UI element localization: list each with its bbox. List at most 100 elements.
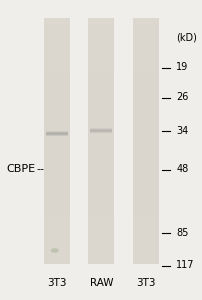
Bar [88,258,114,264]
Bar [43,43,69,49]
Bar [43,147,69,153]
Bar [88,74,114,80]
Bar [132,221,158,227]
Bar [88,239,114,245]
Bar [132,153,158,160]
Bar [132,30,158,36]
Bar [43,227,69,233]
Bar [88,116,114,122]
Bar [43,24,69,30]
Bar [88,55,114,61]
Bar [132,86,158,92]
Bar [43,104,69,110]
Bar [43,98,69,104]
Bar [43,258,69,264]
Text: --: -- [36,164,44,175]
Bar [43,160,69,166]
Bar [132,258,158,264]
Bar [88,160,114,166]
Text: (kD): (kD) [175,32,196,43]
Bar [132,190,158,196]
Bar [132,215,158,221]
Bar [132,141,158,147]
Bar [43,184,69,190]
Bar [43,245,69,252]
Bar [43,36,69,43]
Bar [88,172,114,178]
Bar [88,166,114,172]
Text: 85: 85 [175,227,188,238]
Bar [88,196,114,202]
Bar [132,110,158,116]
Bar [132,184,158,190]
Bar [132,196,158,202]
Bar [132,18,158,24]
Bar [43,202,69,209]
Bar [43,153,69,160]
Bar [43,49,69,55]
Text: 3T3: 3T3 [135,278,155,288]
Bar [88,190,114,196]
Bar [43,30,69,36]
Bar [43,61,69,67]
Bar [43,110,69,116]
Text: 117: 117 [175,260,194,271]
Bar [88,184,114,190]
Bar [43,166,69,172]
FancyBboxPatch shape [132,18,158,264]
Bar [88,147,114,153]
Bar [43,122,69,129]
Bar [132,92,158,98]
Text: 26: 26 [175,92,188,103]
Bar [88,227,114,233]
Ellipse shape [50,248,58,253]
Bar [88,110,114,116]
Text: 34: 34 [175,125,188,136]
Bar [88,30,114,36]
Bar [43,116,69,122]
Bar [43,86,69,92]
Bar [88,135,114,141]
Bar [88,43,114,49]
Bar [132,55,158,61]
Bar [132,98,158,104]
Text: RAW: RAW [89,278,113,288]
Bar [43,190,69,196]
Bar [88,129,114,135]
Bar [43,196,69,202]
Bar [132,233,158,239]
Bar [132,67,158,73]
Bar [132,49,158,55]
Bar [88,67,114,73]
Bar [132,209,158,215]
Text: 19: 19 [175,62,188,73]
Bar [88,141,114,147]
FancyBboxPatch shape [88,18,114,264]
Bar [88,245,114,252]
Bar [132,166,158,172]
Bar [43,135,69,141]
Bar [132,36,158,43]
Bar [132,202,158,209]
Bar [88,233,114,239]
Bar [43,239,69,245]
Bar [43,209,69,215]
Bar [132,172,158,178]
Bar [88,252,114,258]
Bar [88,18,114,24]
Bar [43,67,69,73]
Bar [43,233,69,239]
Bar [88,92,114,98]
Bar [132,43,158,49]
Bar [132,178,158,184]
Bar [88,80,114,86]
Bar [43,252,69,258]
Bar [43,55,69,61]
Text: 48: 48 [175,164,188,175]
Bar [132,252,158,258]
Bar [88,221,114,227]
Bar [132,74,158,80]
FancyBboxPatch shape [43,18,69,264]
Bar [88,215,114,221]
Bar [88,86,114,92]
